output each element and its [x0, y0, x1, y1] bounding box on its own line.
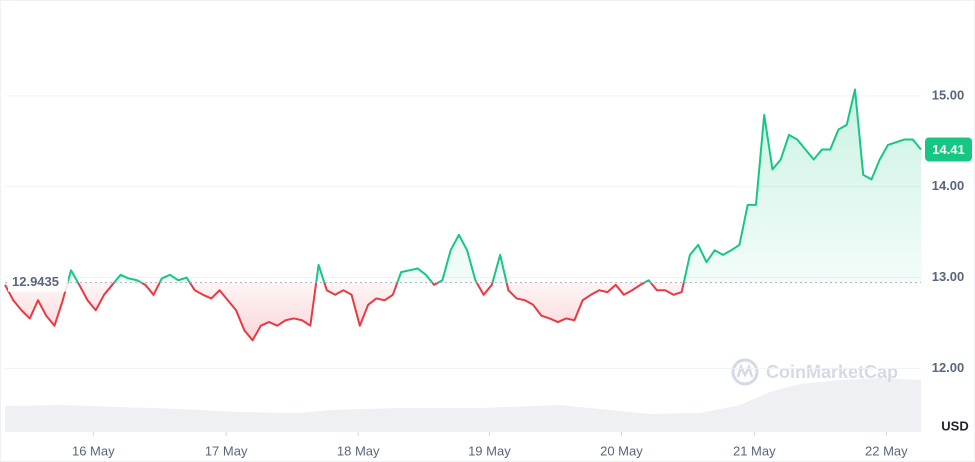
- y-tick-label: 13.00: [932, 269, 965, 284]
- price-line-below: [4, 282, 685, 342]
- watermark-text: CoinMarketCap: [766, 362, 898, 382]
- currency-label: USD: [941, 418, 968, 433]
- last-price-label: 14.41: [932, 142, 965, 157]
- x-tick-label: 18 May: [337, 443, 380, 458]
- watermark: CoinMarketCap: [731, 358, 898, 386]
- x-tick-label: 19 May: [468, 443, 511, 458]
- y-tick-label: 14.00: [932, 178, 965, 193]
- x-tick-label: 22 May: [865, 443, 908, 458]
- baseline-label: 12.9435: [12, 274, 59, 289]
- watermark-logo: [731, 358, 759, 386]
- x-tick-label: 21 May: [733, 443, 776, 458]
- x-tick-label: 16 May: [72, 443, 115, 458]
- area-below: [5, 282, 684, 341]
- volume-area: [5, 378, 921, 432]
- price-line-above: [66, 88, 922, 283]
- y-tick-label: 12.00: [932, 360, 965, 375]
- baseline-label-bg: [8, 273, 68, 292]
- watermark-logo-mark: [736, 363, 754, 378]
- y-tick-label: 15.00: [932, 87, 965, 102]
- x-tick-label: 17 May: [205, 443, 248, 458]
- x-tick-label: 20 May: [600, 443, 643, 458]
- last-price-tag: [925, 137, 972, 162]
